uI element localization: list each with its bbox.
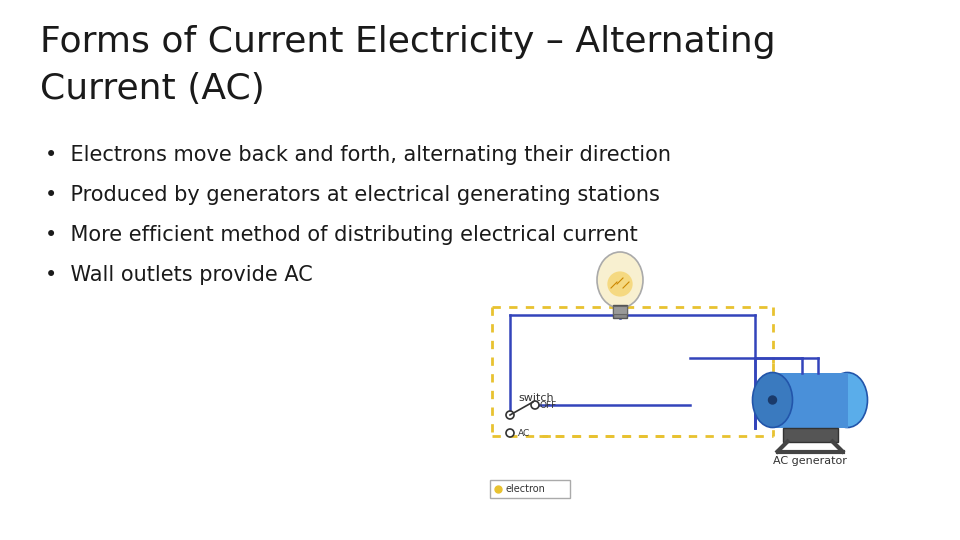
Text: •  Electrons move back and forth, alternating their direction: • Electrons move back and forth, alterna… <box>45 145 671 165</box>
Bar <box>782 428 837 442</box>
Text: OFF: OFF <box>540 401 557 409</box>
Text: Forms of Current Electricity – Alternating: Forms of Current Electricity – Alternati… <box>40 25 776 59</box>
Text: Current (AC): Current (AC) <box>40 72 265 106</box>
Ellipse shape <box>608 272 633 296</box>
Ellipse shape <box>753 373 793 428</box>
Circle shape <box>531 401 539 409</box>
Text: switch: switch <box>518 393 554 403</box>
Text: •  Wall outlets provide AC: • Wall outlets provide AC <box>45 265 313 285</box>
Text: electron: electron <box>506 484 546 494</box>
Bar <box>490 480 570 498</box>
Bar <box>613 305 627 318</box>
Text: •  More efficient method of distributing electrical current: • More efficient method of distributing … <box>45 225 637 245</box>
Text: AC: AC <box>518 429 530 437</box>
Bar <box>613 306 627 314</box>
Text: AC generator: AC generator <box>773 456 847 467</box>
Circle shape <box>506 411 514 419</box>
Text: •  Produced by generators at electrical generating stations: • Produced by generators at electrical g… <box>45 185 660 205</box>
Bar <box>773 373 848 428</box>
Circle shape <box>769 396 777 404</box>
Ellipse shape <box>828 373 868 428</box>
Ellipse shape <box>597 252 643 308</box>
Circle shape <box>506 429 514 437</box>
